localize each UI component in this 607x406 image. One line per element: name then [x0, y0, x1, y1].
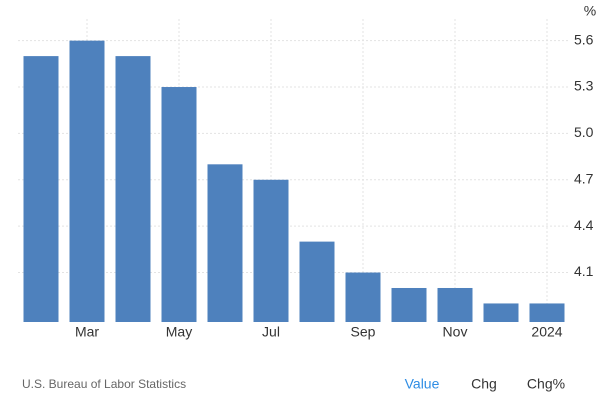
x-tick-label: Mar	[75, 324, 99, 340]
y-tick-label: 5.6	[574, 31, 594, 47]
y-tick-label: 4.4	[574, 217, 594, 233]
bar	[483, 303, 519, 322]
button[interactable]: Chg%	[527, 376, 565, 392]
bar	[69, 40, 105, 323]
y-tick-label: 5.0	[574, 124, 594, 140]
y-tick-label: 4.1	[574, 263, 594, 279]
bar	[529, 303, 565, 322]
x-tick-label: 2024	[531, 324, 562, 340]
button[interactable]: Value	[405, 376, 440, 392]
bar	[391, 287, 427, 322]
x-tick-label: Jul	[262, 324, 280, 340]
bar	[437, 287, 473, 322]
y-tick-label: 5.3	[574, 78, 594, 94]
bar	[161, 87, 197, 322]
source: U.S. Bureau of Labor Statistics	[22, 377, 186, 391]
y-tick-label: 4.7	[574, 170, 594, 186]
bar	[345, 272, 381, 322]
button[interactable]: Chg	[471, 376, 497, 392]
x-tick-label: Nov	[443, 324, 468, 340]
bar	[299, 241, 335, 322]
unit-label: %	[584, 3, 596, 19]
bar	[23, 56, 59, 322]
x-tick-label: Sep	[351, 324, 376, 340]
bar	[115, 56, 151, 322]
x-tick-label: May	[166, 324, 192, 340]
bar	[207, 164, 243, 322]
bar	[253, 179, 289, 322]
